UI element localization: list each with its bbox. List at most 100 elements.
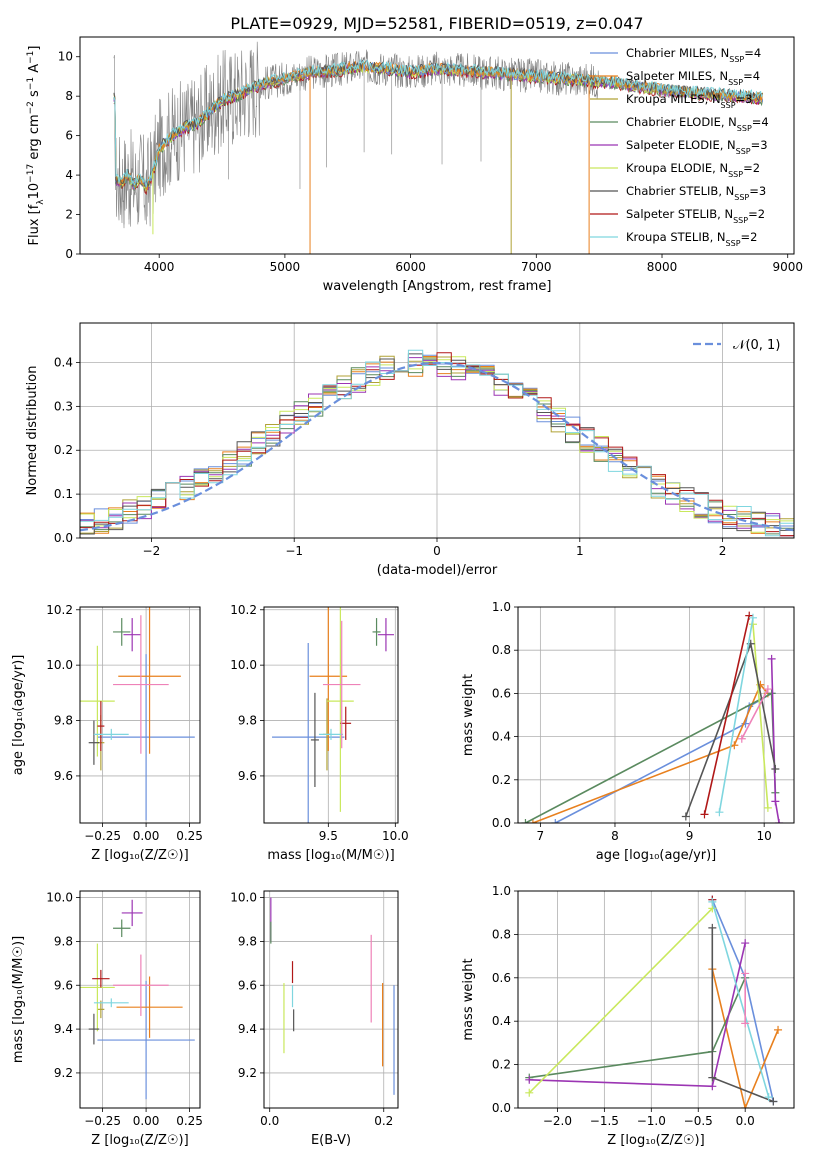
x-tick-label: 2 [719,544,727,558]
y-tick-label: 0.1 [54,487,73,501]
axes-frame [517,606,795,824]
legend-label-sub: SSP [733,216,748,225]
spectrum-lines [113,41,764,254]
legend-label-sub: SSP [737,124,752,133]
y-tick-label: 0.2 [492,1058,511,1072]
errorbars [80,899,195,1100]
errorbar-kroupa_miles [97,1000,105,1019]
y-tick-label: 0.6 [492,686,511,700]
x-axis-label: age [log₁₀(age/yr)] [596,848,717,863]
legend-label: Chabrier MILES, NSSP=4 [626,46,761,64]
weight-marker [748,613,757,622]
x-axis-label: mass [log₁₀(M/M☉)] [267,848,394,863]
x-tick-label: 7000 [521,260,552,274]
weight-marker [525,1088,534,1097]
x-tick-label: 4000 [144,260,175,274]
legend-label-sub: SSP [726,239,741,248]
axes-weight_vs_age: 7 8 9 10 0.0 0.2 0.4 0.6 0.8 1.0 age [log₁₀(age/yr… [461,600,795,863]
x-axis-label: wavelength [Angstrom, rest frame] [323,279,552,294]
legend-label-sub: SSP [728,170,743,179]
y-tick-label: 0.0 [492,1101,511,1115]
x-tick-label: 0.00 [133,1114,160,1128]
axes-frame [79,322,795,539]
weight-line-chabrier_miles [711,899,775,1102]
x-tick-label: 9 [686,829,694,843]
x-tick-label: 6000 [395,260,426,274]
model-spectrum-kroupa_stelib [113,58,764,188]
x-tick-label: −1.5 [590,1114,619,1128]
y-tick-label: 0.6 [492,971,511,985]
weight-line-chabrier_elodie [525,692,777,823]
legend-label-main: Salpeter ELODIE, N [626,138,736,152]
weight-line-kroupa_elodie [752,624,769,808]
axes-mass_vs_z: −0.25 0.00 0.25 9.2 9.4 9.6 9.8 10.0 Z [log₁₀(Z/… [11,890,203,1148]
weight-marker [528,819,537,823]
axes-residuals: −2 −1 0 1 2 0.0 0.1 0.2 0.3 0.4 (data-model)/error… [25,322,795,578]
legend-label-sub: SSP [728,78,743,87]
errorbar-salpeter_miles [118,607,181,754]
y-tick-label: 9.8 [238,714,257,728]
legend-label: Salpeter MILES, NSSP=4 [626,69,760,87]
legend-label: Salpeter STELIB, NSSP=2 [626,207,765,225]
weight-marker [737,734,746,743]
errorbar-kroupa_elodie [80,645,115,757]
legend-label-main: Chabrier MILES, N [626,46,729,60]
x-axis-label: Z [log₁₀(Z/Z☉)] [91,1133,188,1148]
x-axis-label: Z [log₁₀(Z/Z☉)] [91,848,188,863]
legend-label-main: Salpeter STELIB, N [626,207,733,221]
x-tick-label: 0 [433,544,441,558]
legend-label: 𝒩(0, 1) [733,338,780,353]
legend-label-tail: =2 [748,207,765,221]
errorbar-chabrier_elodie [113,618,131,646]
legend-label-main: Kroupa ELODIE, N [626,161,728,175]
axes-age_vs_mass: 9.5 10.0 9.6 9.8 10.0 10.2 mass [log₁₀(M/M☉)] [230,603,408,863]
normal-curve [80,361,794,532]
axes-frame [79,890,201,1109]
errorbar-kroupa_stelib [93,728,129,740]
y-axis-label: Normed distribution [25,366,40,496]
y-tick-label: 9.6 [238,978,257,992]
weight-marker [767,654,776,663]
legend-label: Kroupa ELODIE, NSSP=2 [626,161,760,179]
weight-marker [741,939,750,948]
errorbar-pink [322,620,361,749]
legend-label: Chabrier STELIB, NSSP=3 [626,184,766,202]
y-tick-label: 0.0 [54,531,73,545]
axes-frame [263,890,399,1109]
y-tick-label: 0.8 [492,643,511,657]
x-axis-label: E(B-V) [311,1133,351,1148]
errorbar-kroupa_stelib [93,998,129,1008]
y-label-part: Flux [f [27,204,42,245]
x-tick-label: −2 [143,544,161,558]
axes-frame [79,606,201,824]
weight-marker [708,1082,717,1091]
weight-marker [764,1093,773,1102]
axes-frame [263,606,399,824]
weight-line-salpeter_miles [711,968,779,1108]
x-tick-label: 8000 [647,260,678,274]
weight-line-pink [741,688,769,740]
weight-lines [521,611,784,823]
legend-label-tail: =3 [736,92,753,106]
legend-label-sub: SSP [736,147,751,156]
y-tick-label: 8 [65,89,73,103]
weight-marker [715,808,724,817]
legend-label-main: Kroupa MILES, N [626,92,721,106]
weight-line-kroupa_stelib [718,617,754,813]
weight-marker [763,685,772,694]
weight-marker [745,611,754,620]
legend-label-main: Salpeter MILES, N [626,69,728,83]
legend-label-tail: =3 [749,184,766,198]
y-label-part: s [27,90,42,101]
legend-label-tail: =4 [752,115,769,129]
y-tick-label: 1.0 [492,884,511,898]
weight-marker [769,1097,778,1106]
legend-label-tail: =2 [743,161,760,175]
weight-marker [525,1075,534,1084]
y-tick-label: 9.8 [238,934,257,948]
y-tick-label: 0.3 [54,399,73,413]
x-tick-label: −0.5 [684,1114,713,1128]
legend-label-main: Chabrier ELODIE, N [626,115,737,129]
weight-marker [700,810,709,819]
